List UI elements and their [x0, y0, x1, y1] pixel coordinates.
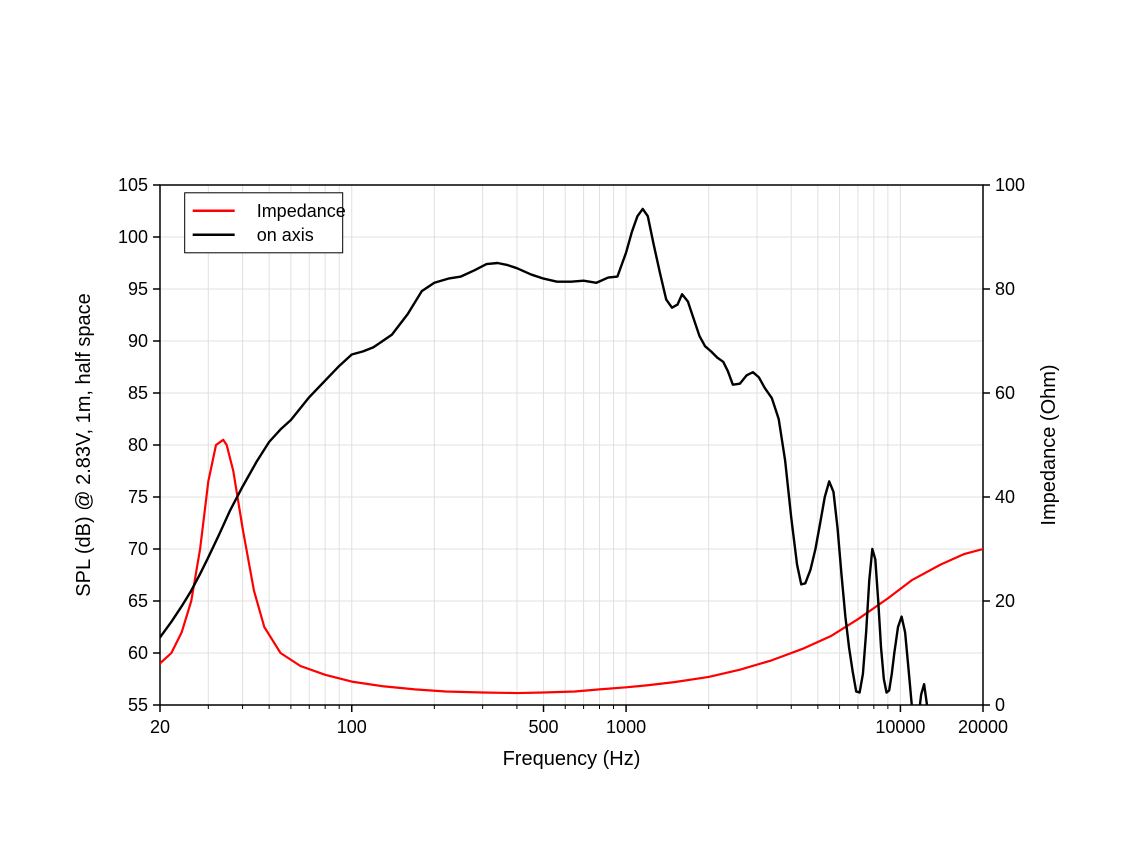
svg-text:20: 20 — [995, 591, 1015, 611]
y-right-axis-label: Impedance (Ohm) — [1038, 364, 1060, 525]
legend-label-1: on axis — [257, 225, 314, 245]
svg-text:1000: 1000 — [606, 717, 646, 737]
svg-text:100: 100 — [118, 227, 148, 247]
svg-text:65: 65 — [128, 591, 148, 611]
svg-text:20000: 20000 — [958, 717, 1008, 737]
svg-text:70: 70 — [128, 539, 148, 559]
legend-label-0: Impedance — [257, 201, 346, 221]
svg-text:85: 85 — [128, 383, 148, 403]
svg-text:10000: 10000 — [875, 717, 925, 737]
svg-text:0: 0 — [995, 695, 1005, 715]
svg-text:60: 60 — [128, 643, 148, 663]
x-axis-label: Frequency (Hz) — [503, 748, 641, 770]
svg-text:100: 100 — [995, 175, 1025, 195]
svg-text:500: 500 — [528, 717, 558, 737]
y-left-axis-label: SPL (dB) @ 2.83V, 1m, half space — [73, 293, 95, 596]
svg-text:20: 20 — [150, 717, 170, 737]
spl-impedance-chart: 2010050010001000020000556065707580859095… — [0, 0, 1131, 848]
svg-text:105: 105 — [118, 175, 148, 195]
svg-text:80: 80 — [128, 435, 148, 455]
svg-text:75: 75 — [128, 487, 148, 507]
svg-text:100: 100 — [337, 717, 367, 737]
svg-text:95: 95 — [128, 279, 148, 299]
svg-text:80: 80 — [995, 279, 1015, 299]
svg-text:60: 60 — [995, 383, 1015, 403]
svg-text:90: 90 — [128, 331, 148, 351]
svg-text:55: 55 — [128, 695, 148, 715]
svg-text:40: 40 — [995, 487, 1015, 507]
